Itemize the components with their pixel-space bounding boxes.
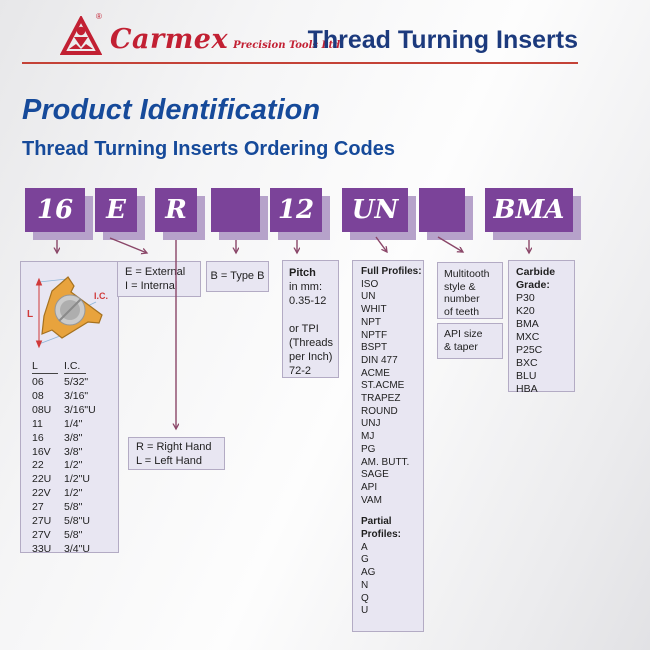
profile-item: BSPT <box>361 342 388 354</box>
code-segment-direction: E <box>95 188 137 232</box>
profile-item: N <box>361 579 369 591</box>
profile-item: A <box>361 541 368 553</box>
code-segment-profile: UN <box>342 188 408 232</box>
code-segment-type <box>211 188 260 232</box>
table-row: 11 1/4" <box>32 417 83 430</box>
insert-diagram: L I.C. <box>27 276 108 349</box>
profile-item: NPTF <box>361 329 388 341</box>
partial-profiles-title: Partial Profiles: <box>361 516 402 541</box>
profile-item: ST.ACME <box>361 380 405 392</box>
header-divider <box>22 62 578 64</box>
table-row: 27V 5/8" <box>32 528 83 541</box>
section-title: Product Identification <box>22 94 321 126</box>
pitch-line: in mm: <box>289 281 322 293</box>
grade-item: BXC <box>516 357 538 369</box>
profile-item: API <box>361 481 378 493</box>
carmex-logo: Carmex Precision Tools Ltd. <box>60 16 344 58</box>
pitch-line: 72-2 <box>289 365 312 377</box>
table-row: 08U 3/16"U <box>32 403 96 416</box>
hand-box: R = Right Hand L = Left Hand <box>128 437 225 470</box>
pitch-line <box>289 308 338 322</box>
profile-item: TRAPEZ <box>361 393 401 405</box>
profile-item: ISO <box>361 278 379 290</box>
direction-line: E = External <box>125 266 186 278</box>
code-segment-grade: BMA <box>485 188 573 232</box>
profile-item: UN <box>361 291 376 303</box>
profile-item: AM. BUTT. <box>361 456 410 468</box>
profile-item: DIN 477 <box>361 354 398 366</box>
size-table-rows: 06 5/32" 08 3/16" 08U 3/16"U 11 1/4" 16 3/8" 16V 3/… <box>32 376 118 557</box>
profile-item: UNJ <box>361 418 381 430</box>
ic-dimension-label: I.C. <box>94 291 108 301</box>
registered-mark: ® <box>96 12 102 21</box>
direction-box: E = External I = Internal <box>117 261 201 297</box>
profile-item: AG <box>361 567 376 579</box>
multitooth-line: style & <box>444 280 476 293</box>
profile-item: NPT <box>361 316 381 328</box>
profile-item: SAGE <box>361 469 389 481</box>
code-segment-hand: R <box>155 188 197 232</box>
carbide-grade-box: Carbide Grade: P30 K20 BMA MXC P25C BXC BLU HBA <box>508 260 575 395</box>
profile-item: PG <box>361 443 376 455</box>
table-row: 22U 1/2"U <box>32 473 90 486</box>
grade-title: Carbide Grade: <box>516 266 556 291</box>
pitch-box: Pitch in mm: 0.35-12 or TPI (Threads per Inc… <box>282 260 339 378</box>
api-size-box: API size & taper <box>437 323 503 359</box>
multitooth-line: Multitooth <box>444 268 490 280</box>
insert-size-box: L I.C. L I.C. 06 5/32" 08 3/16" 08U 3/16"U 11 1/… <box>20 261 119 555</box>
multitooth-box: Multitooth style & number of teeth <box>437 262 503 319</box>
grade-item: BMA <box>516 318 539 330</box>
profiles-box: Full Profiles: ISO UN WHIT NPT NPTF BSPT DIN 4… <box>352 260 424 632</box>
api-line: API size <box>444 328 483 340</box>
full-profiles-title: Full Profiles: <box>361 266 422 277</box>
brand-subtitle: Precision Tools Ltd. <box>233 40 344 51</box>
grade-item: MXC <box>516 331 540 343</box>
pitch-title: Pitch <box>289 267 316 279</box>
profile-item: VAM <box>361 494 382 506</box>
carmex-emblem-icon <box>60 16 102 55</box>
pitch-line: 0.35-12 <box>289 295 327 307</box>
code-segment-multitooth <box>419 188 465 232</box>
profile-item: ROUND <box>361 405 398 417</box>
grade-item: P30 <box>516 292 535 304</box>
table-row: 22V 1/2" <box>32 487 83 500</box>
profile-item: G <box>361 554 369 566</box>
table-row: 22 1/2" <box>32 459 83 472</box>
pitch-line: (Threads <box>289 337 334 349</box>
type-box: B = Type B <box>206 261 269 292</box>
pitch-line: or TPI <box>289 323 319 335</box>
table-row: 27 5/8" <box>32 501 83 514</box>
table-row: 08 3/16" <box>32 389 89 402</box>
table-row: 06 5/32" <box>32 376 89 388</box>
grade-item: BLU <box>516 370 537 382</box>
profile-item: WHIT <box>361 304 387 316</box>
multitooth-line: of teeth <box>444 305 480 318</box>
l-dimension-label: L <box>27 309 33 320</box>
grade-item: K20 <box>516 305 535 317</box>
profile-item: U <box>361 605 369 617</box>
size-table-header: L I.C. <box>32 360 118 376</box>
profile-item: MJ <box>361 431 375 443</box>
code-segment-pitch: 12 <box>270 188 322 232</box>
size-table: L I.C. 06 5/32" 08 3/16" 08U 3/16"U 11 1/4" 16 3/8… <box>21 360 118 557</box>
hand-line: L = Left Hand <box>136 454 202 467</box>
table-row: 16V 3/8" <box>32 445 83 458</box>
table-row: 27U 5/8"U <box>32 515 90 528</box>
api-line: & taper <box>444 341 478 353</box>
profile-item: Q <box>361 592 369 604</box>
page-title: Thread Turning Inserts <box>307 26 578 54</box>
code-segment-size: 16 <box>25 188 85 232</box>
hand-line: R = Right Hand <box>136 441 212 453</box>
section-subtitle: Thread Turning Inserts Ordering Codes <box>22 138 396 160</box>
brand-name: Carmex <box>110 24 229 55</box>
table-row: 33U 3/4"U <box>32 542 90 555</box>
multitooth-line: number <box>444 293 480 305</box>
direction-line: I = Internal <box>125 279 178 292</box>
table-row: 16 3/8" <box>32 431 83 444</box>
profile-item: ACME <box>361 367 390 379</box>
pitch-line: per Inch) <box>289 351 333 363</box>
grade-item: P25C <box>516 344 543 356</box>
grade-item: HBA <box>516 383 538 395</box>
